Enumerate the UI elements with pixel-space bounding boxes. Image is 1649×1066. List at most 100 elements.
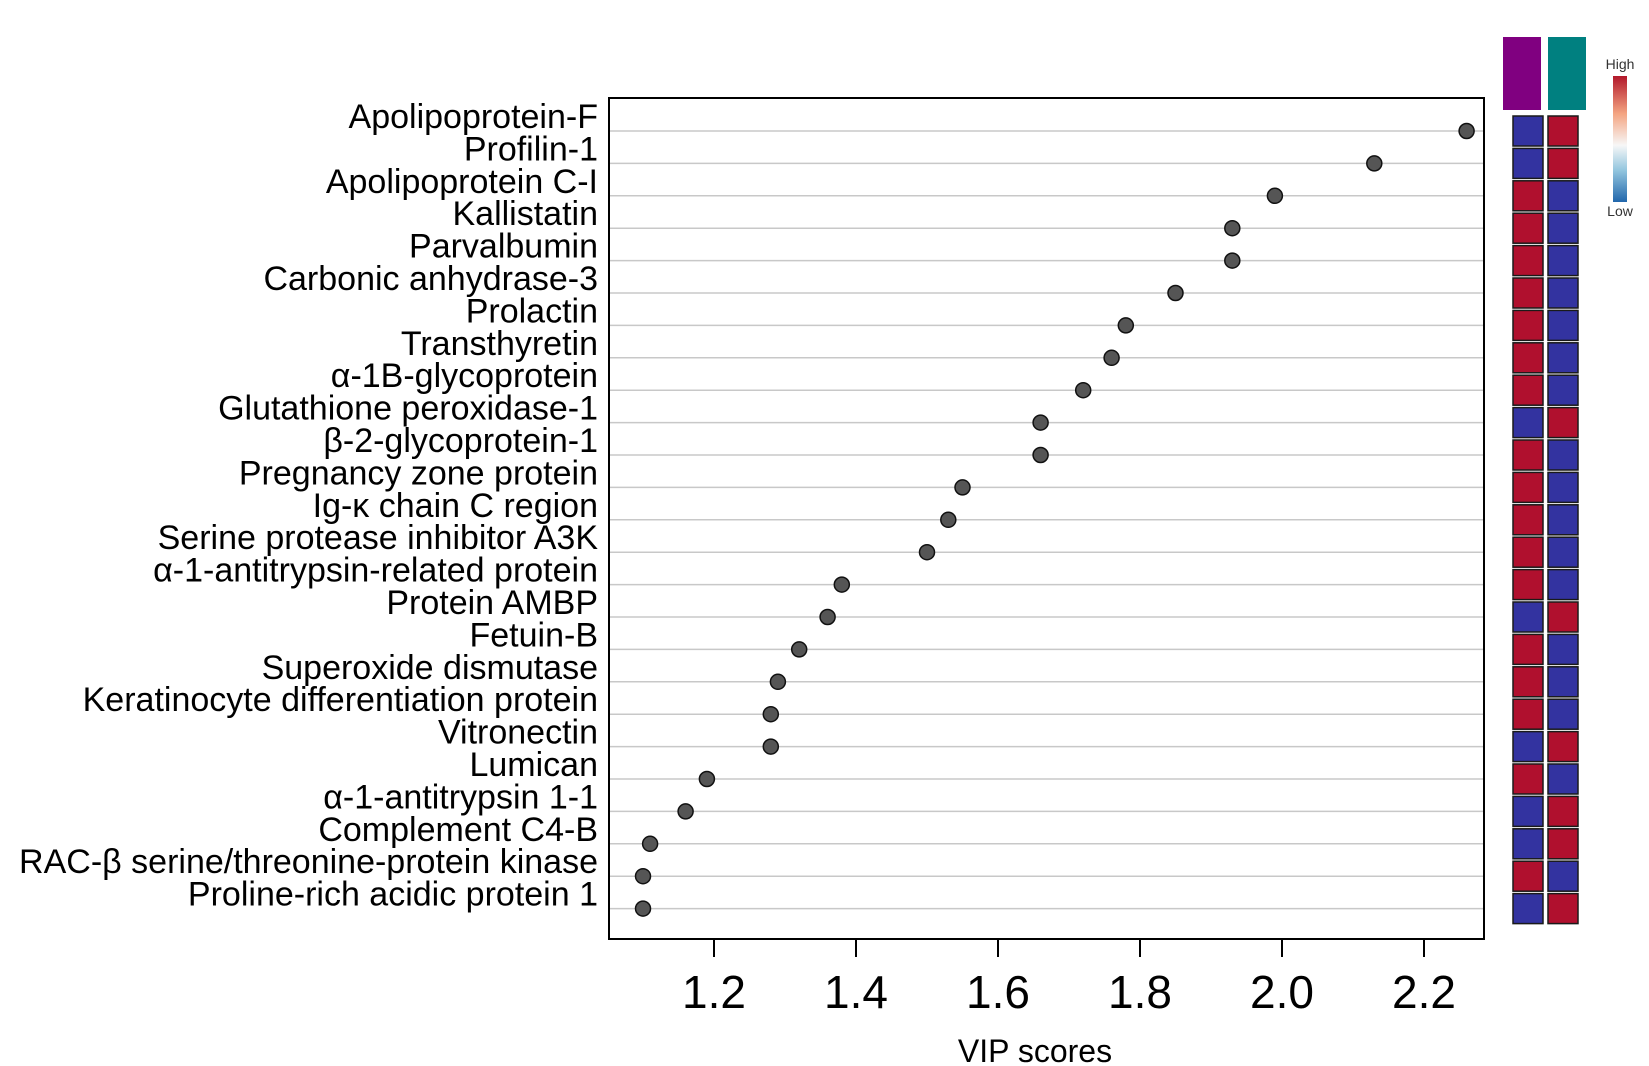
- legend-low-label: Low: [1607, 203, 1634, 219]
- heatmap-cell: [1512, 147, 1544, 180]
- data-points: [634, 122, 1475, 917]
- heatmap-cell: [1547, 212, 1579, 244]
- protein-label: Glutathione peroxidase-1: [218, 390, 598, 428]
- protein-label: Apolipoprotein C-I: [326, 163, 598, 201]
- heatmap-cell: [1512, 115, 1544, 147]
- heatmap-cell: [1547, 277, 1579, 309]
- heatmap-cell: [1547, 892, 1579, 925]
- x-tick-label: 2.0: [1250, 966, 1314, 1018]
- protein-label: Carbonic anhydrase-3: [263, 260, 598, 298]
- heatmap-cell: [1512, 763, 1544, 795]
- heatmap-cell: [1547, 795, 1579, 828]
- heatmap-cell: [1512, 795, 1544, 828]
- group-heatmap: [1503, 37, 1586, 925]
- protein-label: Keratinocyte differentiation protein: [83, 681, 598, 719]
- data-point: [762, 738, 780, 755]
- heatmap-cell: [1547, 309, 1579, 342]
- data-point: [1266, 187, 1284, 205]
- protein-label: β-2-glycoprotein-1: [323, 422, 598, 460]
- x-tick-label: 1.6: [966, 966, 1030, 1018]
- heatmap-cell: [1512, 666, 1544, 698]
- heatmap-cell: [1512, 504, 1544, 536]
- x-tick-label: 2.2: [1392, 966, 1456, 1018]
- data-point: [1103, 349, 1120, 367]
- protein-label: Apolipoprotein-F: [349, 98, 598, 136]
- heatmap-cell: [1512, 601, 1544, 633]
- heatmap-cell: [1512, 892, 1544, 925]
- legend-high-label: High: [1606, 56, 1635, 72]
- heatmap-cell: [1512, 730, 1544, 763]
- protein-label: Fetuin-B: [470, 616, 599, 654]
- data-point: [1117, 317, 1135, 334]
- data-point: [1074, 381, 1092, 399]
- heatmap-cell: [1547, 698, 1579, 730]
- heatmap-cell: [1512, 180, 1544, 212]
- protein-label: α-1-antitrypsin-related protein: [153, 552, 598, 590]
- data-point: [634, 867, 652, 885]
- data-point: [1224, 219, 1241, 237]
- protein-labels: Apolipoprotein-FProfilin-1Apolipoprotein…: [19, 98, 598, 914]
- protein-label: Transthyretin: [401, 325, 598, 363]
- data-point: [954, 479, 971, 496]
- heatmap-cell: [1512, 471, 1544, 504]
- heatmap-cell: [1547, 568, 1579, 601]
- x-tick-label: 1.8: [1108, 966, 1172, 1018]
- data-point: [1032, 446, 1049, 464]
- heatmap-cell: [1547, 439, 1579, 471]
- legend-gradient-bar: [1613, 76, 1627, 202]
- heatmap-cell: [1512, 309, 1544, 342]
- protein-label: Complement C4-B: [318, 811, 598, 849]
- heatmap-cell: [1547, 536, 1579, 568]
- group-header-2: [1548, 37, 1586, 110]
- heatmap-cell: [1547, 115, 1579, 147]
- data-point: [769, 673, 787, 691]
- protein-label: α-1-antitrypsin 1-1: [323, 778, 598, 816]
- plot-frame: [608, 97, 1485, 940]
- protein-label: Prolactin: [466, 292, 598, 330]
- protein-label: Parvalbumin: [409, 228, 598, 266]
- data-point: [833, 576, 851, 593]
- protein-label: α-1B-glycoprotein: [331, 357, 598, 395]
- group-header-1: [1503, 37, 1541, 110]
- protein-label: Protein AMBP: [386, 584, 598, 622]
- data-point: [634, 900, 652, 917]
- heatmap-cell: [1547, 730, 1579, 763]
- heatmap-cell: [1547, 860, 1579, 892]
- gridlines: [609, 130, 1484, 910]
- data-point: [1032, 414, 1049, 431]
- heatmap-cell: [1512, 212, 1544, 244]
- heatmap-cell: [1547, 504, 1579, 536]
- data-point: [762, 705, 780, 723]
- heatmap-cell: [1512, 698, 1544, 730]
- heatmap-cell: [1512, 828, 1544, 860]
- protein-label: RAC-β serine/threonine-protein kinase: [19, 843, 598, 881]
- data-point: [1167, 284, 1184, 302]
- data-point: [940, 511, 957, 529]
- heatmap-cell: [1512, 406, 1544, 439]
- heatmap-cell: [1512, 536, 1544, 568]
- protein-label: Superoxide dismutase: [262, 649, 598, 687]
- data-point: [1458, 122, 1475, 140]
- x-axis-title: VIP scores: [958, 1033, 1112, 1066]
- protein-label: Proline-rich acidic protein 1: [188, 876, 598, 914]
- heatmap-cell: [1512, 244, 1544, 277]
- protein-label: Lumican: [469, 746, 598, 784]
- heatmap-cell: [1512, 439, 1544, 471]
- heatmap-cell: [1512, 860, 1544, 892]
- heatmap-cell: [1547, 180, 1579, 212]
- data-point: [819, 608, 836, 626]
- color-legend: High Low: [1606, 56, 1635, 219]
- heatmap-cell: [1512, 277, 1544, 309]
- data-point: [1224, 252, 1241, 269]
- heatmap-cell: [1547, 471, 1579, 504]
- heatmap-cell: [1547, 406, 1579, 439]
- data-point: [1366, 155, 1383, 172]
- protein-label: Kallistatin: [452, 195, 598, 233]
- data-point: [677, 803, 694, 820]
- heatmap-cell: [1547, 147, 1579, 180]
- data-point: [790, 641, 808, 658]
- heatmap-cell: [1547, 763, 1579, 795]
- heatmap-cell: [1547, 244, 1579, 277]
- heatmap-cell: [1547, 666, 1579, 698]
